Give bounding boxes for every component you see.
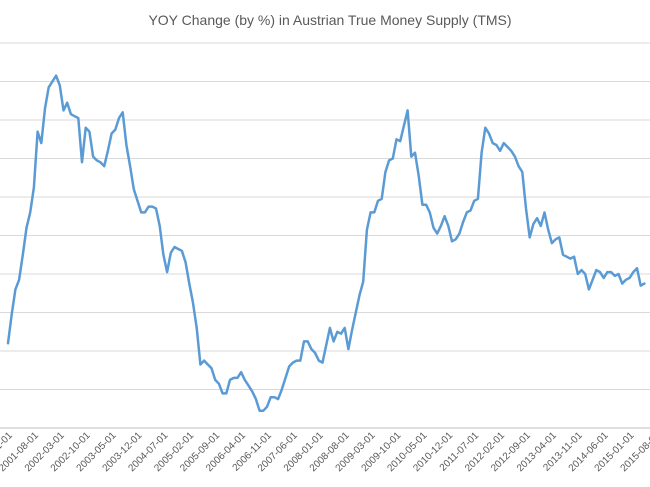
chart-title: YOY Change (by %) in Austrian True Money… <box>148 12 511 28</box>
data-line <box>6 74 646 412</box>
